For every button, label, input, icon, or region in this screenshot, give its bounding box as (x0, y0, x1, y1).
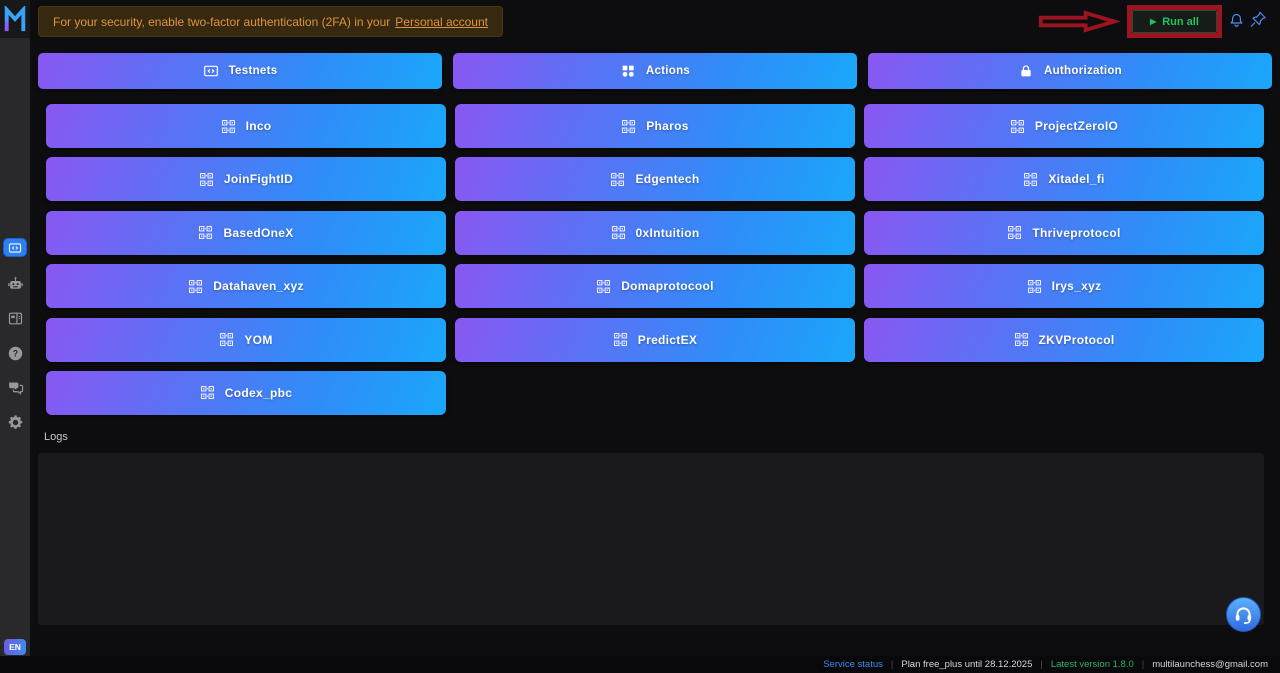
sidebar-item-chat[interactable] (0, 375, 30, 399)
chat-icon (7, 379, 24, 396)
grid-button-basedonex[interactable]: BasedOneX (46, 210, 446, 255)
red-box-annotation: ▶ Run all (1127, 5, 1222, 38)
grid-button-label: Xitadel_fi (1048, 172, 1105, 187)
tab-authorization[interactable]: Authorization (868, 53, 1272, 89)
grid-button-datahaven-xyz[interactable]: Datahaven_xyz (46, 264, 446, 309)
grid-button-thriveprotocol[interactable]: Thriveprotocol (864, 210, 1264, 255)
robot-icon (7, 276, 24, 293)
support-button[interactable] (1226, 597, 1261, 632)
notification-bell-icon[interactable] (1228, 11, 1245, 30)
sidebar-item-settings[interactable] (0, 410, 30, 434)
grid-button-label: Irys_xyz (1051, 279, 1102, 294)
status-divider: | (1040, 659, 1043, 670)
grid-button-domaprotocool[interactable]: Domaprotocool (455, 264, 855, 309)
qr-scan-icon (596, 279, 611, 294)
grid-button-predictex[interactable]: PredictEX (455, 317, 855, 362)
language-badge[interactable]: EN (4, 639, 26, 655)
qr-scan-icon (610, 172, 625, 187)
tab-label: Actions (645, 65, 691, 77)
qr-scan-icon (188, 279, 203, 294)
qr-scan-icon (1027, 279, 1042, 294)
tab-testnets[interactable]: Testnets (38, 53, 442, 89)
code-window-icon (8, 241, 22, 255)
tab-label: Authorization (1044, 65, 1122, 77)
grid-button-label: ZKVProtocol (1038, 332, 1115, 347)
lock-icon (1018, 63, 1034, 79)
project-grid: Inco Pharos ProjectZeroIO JoinFightID Ed… (46, 104, 1264, 415)
sidebar-item-panels[interactable] (0, 306, 30, 330)
panels-icon (7, 310, 24, 327)
play-icon: ▶ (1150, 17, 1157, 26)
grid-icon (620, 63, 636, 79)
pin-icon[interactable] (1249, 10, 1267, 29)
sidebar-item-bots[interactable] (0, 272, 30, 296)
qr-scan-icon (1010, 119, 1025, 134)
qr-scan-icon (200, 385, 215, 400)
app-logo[interactable] (0, 0, 30, 38)
personal-account-link[interactable]: Personal account (395, 14, 488, 29)
gear-icon (7, 414, 24, 431)
grid-button-label: BasedOneX (223, 225, 294, 240)
account-email: multilaunchess@gmail.com (1152, 659, 1268, 670)
grid-button-joinfightid[interactable]: JoinFightID (46, 157, 446, 202)
grid-button-label: ProjectZeroIO (1034, 119, 1119, 133)
grid-button-yom[interactable]: YOM (46, 317, 446, 362)
grid-button-zkvprotocol[interactable]: ZKVProtocol (864, 317, 1264, 362)
status-divider: | (1141, 659, 1145, 670)
grid-button-label: PredictEX (637, 332, 698, 347)
sidebar: EN (0, 0, 30, 673)
grid-button-codex-pbc[interactable]: Codex_pbc (46, 370, 446, 415)
logs-title: Logs (44, 431, 68, 443)
logo-m-icon (4, 6, 26, 32)
qr-scan-icon (1007, 225, 1022, 240)
sidebar-item-testnets-active[interactable] (4, 239, 26, 256)
qr-scan-icon (219, 332, 234, 347)
security-banner: For your security, enable two-factor aut… (38, 6, 503, 37)
headset-icon (1233, 604, 1254, 625)
version-text: Latest version 1.8.0 (1050, 659, 1134, 670)
run-all-button[interactable]: ▶ Run all (1132, 10, 1217, 33)
grid-button-0xintuition[interactable]: 0xIntuition (455, 210, 855, 255)
grid-button-label: 0xIntuition (635, 225, 700, 240)
tab-label: Testnets (228, 65, 278, 77)
grid-button-label: Edgentech (635, 172, 700, 187)
logs-panel (38, 453, 1264, 625)
grid-button-label: YOM (244, 332, 273, 347)
red-arrow-annotation (1038, 10, 1121, 33)
qr-scan-icon (1014, 332, 1029, 347)
tab-actions[interactable]: Actions (453, 53, 857, 89)
qr-scan-icon (199, 172, 214, 187)
code-window-icon (203, 63, 219, 79)
service-status-link[interactable]: Service status (823, 659, 883, 670)
grid-button-projectzeroio[interactable]: ProjectZeroIO (864, 104, 1264, 148)
grid-button-label: Codex_pbc (224, 385, 293, 400)
grid-button-label: Inco (245, 119, 272, 133)
status-divider: | (890, 659, 894, 670)
grid-button-label: Thriveprotocol (1032, 225, 1121, 240)
qr-scan-icon (221, 119, 236, 134)
grid-button-xitadel-fi[interactable]: Xitadel_fi (864, 157, 1264, 202)
plan-text: Plan free_plus until 28.12.2025 (901, 659, 1033, 670)
grid-button-label: JoinFightID (223, 172, 294, 187)
qr-scan-icon (621, 119, 636, 134)
question-icon (7, 345, 24, 362)
header-tabs: Testnets Actions Authorization (38, 53, 1272, 89)
run-all-label: Run all (1162, 15, 1199, 28)
security-banner-text: For your security, enable two-factor aut… (53, 14, 391, 29)
sidebar-item-help[interactable] (0, 341, 30, 365)
qr-scan-icon (1023, 172, 1038, 187)
qr-scan-icon (613, 332, 628, 347)
qr-scan-icon (198, 225, 213, 240)
grid-button-label: Datahaven_xyz (213, 279, 304, 294)
grid-button-inco[interactable]: Inco (46, 104, 446, 148)
qr-scan-icon (611, 225, 626, 240)
grid-button-pharos[interactable]: Pharos (455, 104, 855, 148)
grid-button-label: Domaprotocool (621, 279, 714, 294)
grid-button-label: Pharos (646, 119, 689, 133)
status-bar: Service status | Plan free_plus until 28… (0, 656, 1280, 673)
grid-button-edgentech[interactable]: Edgentech (455, 157, 855, 202)
grid-button-irys-xyz[interactable]: Irys_xyz (864, 264, 1264, 309)
